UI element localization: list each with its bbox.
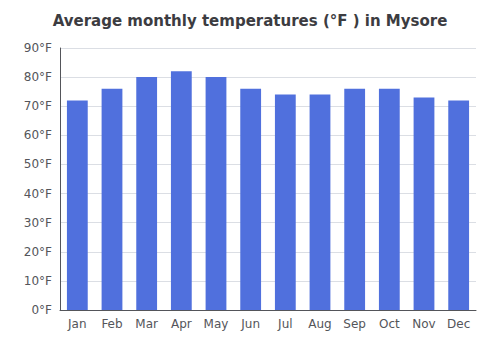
svg-text:Oct: Oct	[379, 317, 400, 331]
svg-text:0°F: 0°F	[31, 303, 52, 317]
svg-text:Apr: Apr	[171, 317, 192, 331]
svg-text:50°F: 50°F	[24, 157, 52, 171]
svg-text:20°F: 20°F	[24, 245, 52, 259]
svg-text:Jan: Jan	[67, 317, 87, 331]
svg-text:Aug: Aug	[308, 317, 331, 331]
svg-text:10°F: 10°F	[24, 274, 52, 288]
svg-text:60°F: 60°F	[24, 128, 52, 142]
svg-text:Feb: Feb	[101, 317, 122, 331]
svg-text:Mar: Mar	[135, 317, 158, 331]
svg-text:Jul: Jul	[277, 317, 292, 331]
svg-text:40°F: 40°F	[24, 187, 52, 201]
svg-text:Average monthly temperatures (: Average monthly temperatures (°F ) in My…	[53, 12, 448, 30]
svg-text:30°F: 30°F	[24, 216, 52, 230]
svg-text:70°F: 70°F	[24, 99, 52, 113]
svg-text:80°F: 80°F	[24, 70, 52, 84]
svg-text:90°F: 90°F	[24, 41, 52, 55]
svg-text:May: May	[204, 317, 229, 331]
svg-text:Jun: Jun	[240, 317, 260, 331]
svg-text:Sep: Sep	[343, 317, 366, 331]
svg-text:Dec: Dec	[447, 317, 470, 331]
svg-text:Nov: Nov	[412, 317, 435, 331]
